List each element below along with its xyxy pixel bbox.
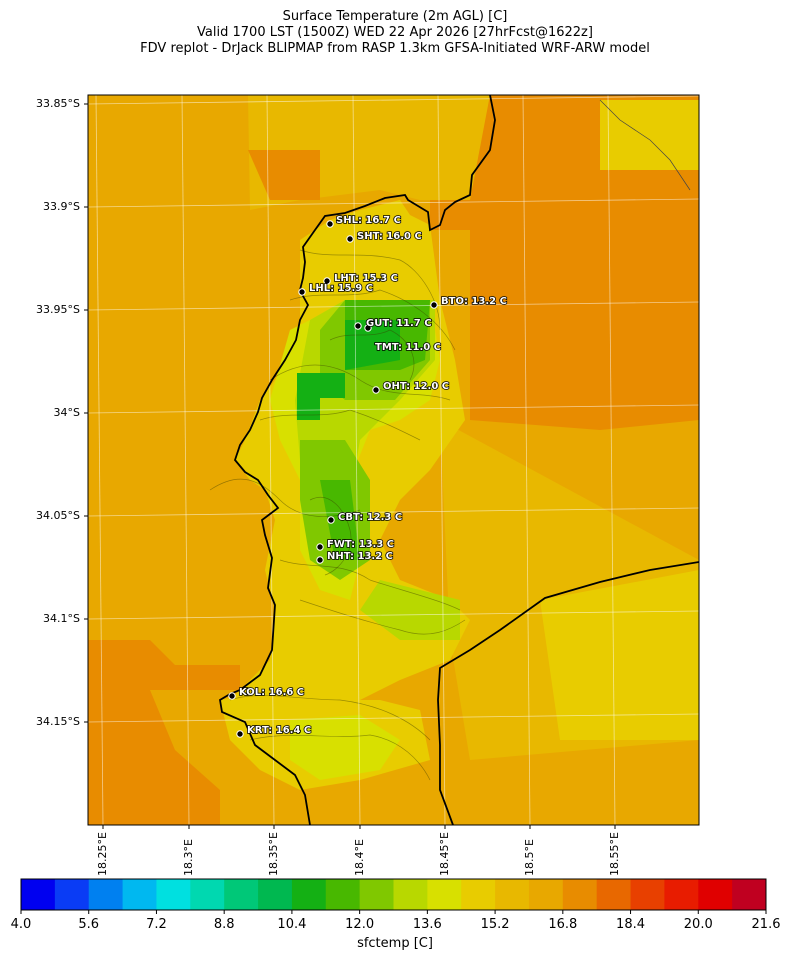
- colorbar-tick-label: 21.6: [751, 917, 781, 932]
- colorbar-swatch: [291, 879, 327, 910]
- colorbar-swatch: [528, 879, 564, 910]
- colorbar-tick-label: 8.8: [213, 917, 235, 932]
- colorbar-swatch: [562, 879, 598, 910]
- station-label-sht: SHT: 16.0 C: [357, 231, 422, 242]
- colorbar-tick-label: 18.4: [616, 917, 646, 932]
- station-sht: SHT: 16.0 C: [346, 230, 423, 243]
- map-valid-time: Valid 1700 LST (1500Z) WED 22 Apr 2026 […: [197, 25, 593, 40]
- lat-tick-2: 33.95°S: [36, 303, 80, 316]
- station-label-shl: SHL: 16.7 C: [336, 215, 401, 226]
- colorbar-tick-label: 7.2: [146, 917, 167, 932]
- colorbar-swatch: [224, 879, 259, 910]
- lon-tick-4: 18.45°E: [438, 832, 451, 876]
- station-fwt: FWT: 13.3 C: [316, 538, 395, 551]
- colorbar-swatch: [427, 879, 462, 910]
- station-label-kol: KOL: 16.6 C: [239, 687, 304, 698]
- colorbar-swatch: [122, 879, 157, 910]
- station-krt: KRT: 16.4 C: [236, 724, 312, 738]
- station-label-fwt: FWT: 13.3 C: [327, 539, 394, 550]
- lat-tick-5: 34.1°S: [43, 612, 80, 625]
- colorbar-tick-label: 5.6: [78, 917, 100, 932]
- colorbar-tick-label: 16.8: [548, 917, 578, 932]
- station-lht: LHT: 15.3 C: [323, 272, 399, 285]
- station-label-tmt: TMT: 11.0 C: [375, 342, 441, 353]
- station-kol: KOL: 16.6 C: [228, 686, 305, 700]
- colorbar-swatch: [495, 879, 530, 910]
- colorbar-swatch: [54, 879, 90, 910]
- colorbar-swatch: [325, 879, 361, 910]
- colorbar-swatch: [258, 879, 293, 910]
- colorbar-tick-label: 4.0: [10, 917, 32, 932]
- lon-tick-2: 18.35°E: [267, 832, 280, 876]
- lon-tick-0: 18.25°E: [96, 832, 109, 876]
- station-label-gut: GUT: 11.7 C: [366, 318, 432, 329]
- colorbar-swatch: [461, 879, 496, 910]
- station-shl: SHL: 16.7 C: [326, 214, 402, 228]
- lat-tick-1: 33.9°S: [43, 200, 80, 213]
- colorbar-swatch: [21, 879, 56, 910]
- lon-tick-5: 18.5°E: [523, 839, 536, 876]
- colorbar-swatch: [393, 879, 428, 910]
- colorbar-tick-label: 13.6: [412, 917, 442, 932]
- station-gut: GUT: 11.7 C: [354, 317, 432, 332]
- station-bto: BTO: 13.2 C: [430, 295, 508, 309]
- lon-tick-1: 18.3°E: [182, 839, 195, 876]
- station-nht: NHT: 13.2 C: [316, 550, 394, 564]
- colorbar: [21, 879, 767, 910]
- lon-tick-3: 18.4°E: [353, 839, 366, 876]
- station-markers: SHL: 16.7 C SHT: 16.0 C LHT: 15.3 C LHL:…: [228, 214, 508, 738]
- station-label-lht: LHT: 15.3 C: [334, 273, 398, 284]
- map-title: Surface Temperature (2m AGL) [C]: [282, 9, 508, 24]
- lon-tick-6: 18.55°E: [608, 832, 621, 876]
- lat-tick-3: 34°S: [53, 406, 80, 419]
- lat-tick-4: 34.05°S: [36, 509, 80, 522]
- station-label-krt: KRT: 16.4 C: [247, 725, 311, 736]
- colorbar-tick-label: 15.2: [480, 917, 510, 932]
- station-tmt: TMT: 11.0 C: [374, 341, 442, 354]
- colorbar-swatch: [156, 879, 191, 910]
- colorbar-tick-label: 12.0: [345, 917, 375, 932]
- colorbar-swatch: [88, 879, 124, 910]
- lat-tick-0: 33.85°S: [36, 97, 80, 110]
- station-label-nht: NHT: 13.2 C: [327, 551, 393, 562]
- colorbar-tick-label: 10.4: [277, 917, 307, 932]
- colorbar-swatch: [664, 879, 699, 910]
- station-lhl: LHL: 15.9 C: [298, 282, 374, 296]
- colorbar-swatch: [630, 879, 665, 910]
- colorbar-label: sfctemp [C]: [357, 936, 433, 951]
- temperature-field: [88, 95, 699, 825]
- station-oht: OHT: 12.0 C: [372, 380, 450, 394]
- station-cbt: CBT: 12.3 C: [327, 511, 403, 524]
- colorbar-swatch: [698, 879, 733, 910]
- station-label-oht: OHT: 12.0 C: [383, 381, 449, 392]
- station-label-cbt: CBT: 12.3 C: [338, 512, 402, 523]
- colorbar-frame: [20, 878, 767, 911]
- station-label-bto: BTO: 13.2 C: [441, 296, 507, 307]
- colorbar-tick-label: 20.0: [683, 917, 713, 932]
- lat-tick-6: 34.15°S: [36, 715, 80, 728]
- map-source: FDV replot - DrJack BLIPMAP from RASP 1.…: [140, 41, 650, 56]
- colorbar-swatch: [596, 879, 632, 910]
- colorbar-swatch: [190, 879, 225, 910]
- station-label-lhl: LHL: 15.9 C: [309, 283, 373, 294]
- colorbar-swatch: [732, 879, 767, 910]
- colorbar-swatch: [359, 879, 394, 910]
